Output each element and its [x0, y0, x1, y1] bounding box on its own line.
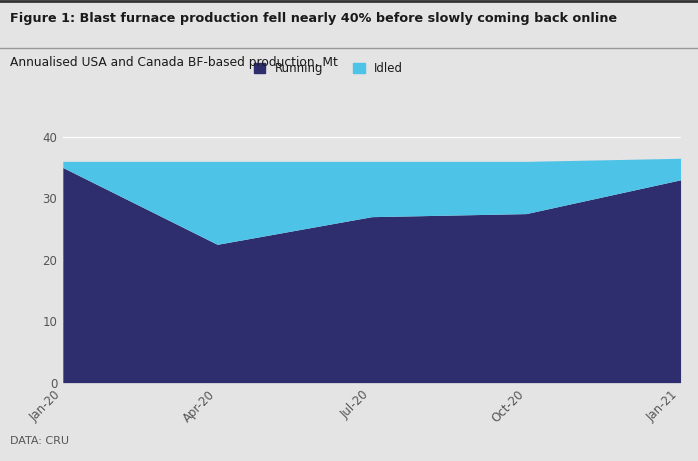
Text: DATA: CRU: DATA: CRU [10, 436, 69, 446]
Legend: Running, Idled: Running, Idled [253, 62, 403, 75]
Text: Annualised USA and Canada BF-based production, Mt: Annualised USA and Canada BF-based produ… [10, 56, 338, 69]
Text: Figure 1: Blast furnace production fell nearly 40% before slowly coming back onl: Figure 1: Blast furnace production fell … [10, 12, 617, 24]
